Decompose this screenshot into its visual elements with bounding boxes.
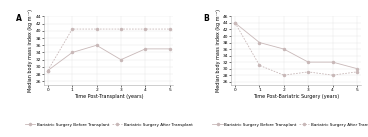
Bariatric Surgery Before Transplant [306,61,311,63]
Bariatric Surgery After Transplant [233,22,237,24]
Bariatric Surgery After Transplant [143,28,148,30]
Bariatric Surgery After Transplant [167,28,172,30]
Y-axis label: Median body mass index (kg m⁻²): Median body mass index (kg m⁻²) [28,9,33,92]
Bariatric Surgery After Transplant [306,71,311,73]
Y-axis label: Median body mass index (kg m⁻²): Median body mass index (kg m⁻²) [216,9,221,92]
Line: Bariatric Surgery After Transplant: Bariatric Surgery After Transplant [47,28,171,72]
Bariatric Surgery After Transplant [94,28,99,30]
Bariatric Surgery After Transplant [119,28,123,30]
Bariatric Surgery Before Transplant [167,48,172,50]
Bariatric Surgery After Transplant [46,70,50,71]
Bariatric Surgery After Transplant [257,65,262,66]
Legend: Bariatric Surgery Before Transplant, Bariatric Surgery After Transplant: Bariatric Surgery Before Transplant, Bar… [25,123,192,127]
Bariatric Surgery Before Transplant [355,68,359,69]
Bariatric Surgery After Transplant [282,74,286,76]
Bariatric Surgery After Transplant [355,71,359,73]
Bariatric Surgery Before Transplant [330,61,335,63]
Bariatric Surgery After Transplant [330,74,335,76]
Bariatric Surgery Before Transplant [119,59,123,61]
Bariatric Surgery Before Transplant [282,48,286,50]
Line: Bariatric Surgery Before Transplant: Bariatric Surgery Before Transplant [47,44,171,72]
Bariatric Surgery Before Transplant [257,42,262,43]
Bariatric Surgery Before Transplant [46,70,50,71]
Line: Bariatric Surgery After Transplant: Bariatric Surgery After Transplant [234,22,358,76]
Bariatric Surgery After Transplant [70,28,74,30]
Text: A: A [16,14,22,23]
X-axis label: Time Post-Bariatric Surgery (years): Time Post-Bariatric Surgery (years) [253,94,339,99]
Bariatric Surgery Before Transplant [70,52,74,53]
Legend: Bariatric Surgery Before Transplant, Bariatric Surgery After Transplant: Bariatric Surgery Before Transplant, Bar… [212,123,368,127]
X-axis label: Time Post-Transplant (years): Time Post-Transplant (years) [74,94,144,99]
Bariatric Surgery Before Transplant [143,48,148,50]
Bariatric Surgery Before Transplant [233,22,237,24]
Text: B: B [203,14,209,23]
Bariatric Surgery Before Transplant [94,45,99,46]
Line: Bariatric Surgery Before Transplant: Bariatric Surgery Before Transplant [234,22,358,70]
